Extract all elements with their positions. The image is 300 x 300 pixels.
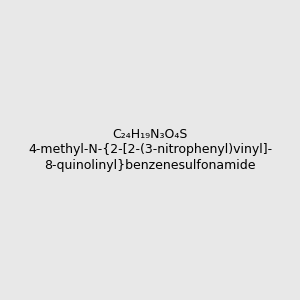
Text: C₂₄H₁₉N₃O₄S
4-methyl-N-{2-[2-(3-nitrophenyl)vinyl]-
8-quinolinyl}benzenesulfonam: C₂₄H₁₉N₃O₄S 4-methyl-N-{2-[2-(3-nitrophe…: [28, 128, 272, 172]
